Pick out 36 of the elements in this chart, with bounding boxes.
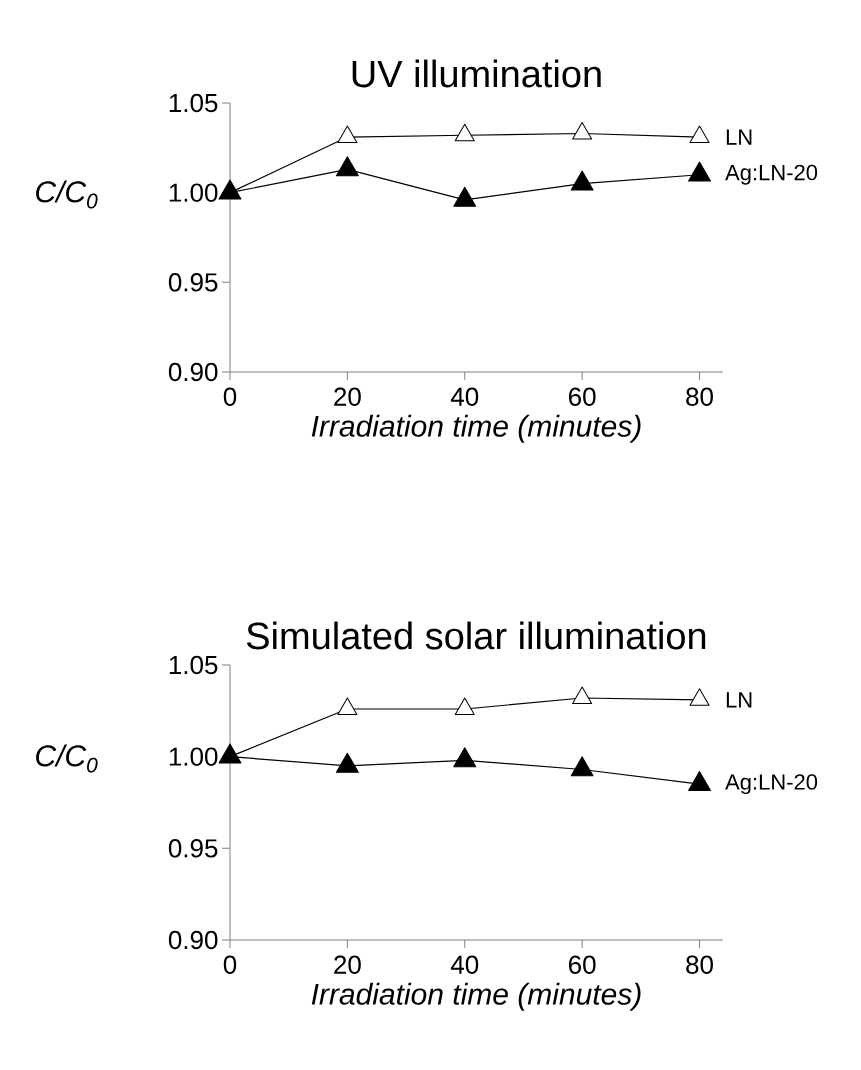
x-tick-label: 40 <box>450 955 479 974</box>
y-tick-label: 1.05 <box>169 655 218 675</box>
point <box>453 747 477 768</box>
y-tick-label: 0.90 <box>168 930 218 950</box>
point <box>570 756 594 777</box>
series-label: LN <box>726 692 752 708</box>
y-tick-label: 1.05 <box>169 93 218 113</box>
chart-title: UV illumination <box>352 59 601 88</box>
y-tick-label: 1.00 <box>169 747 218 766</box>
y-tick-label: 0.95 <box>168 273 218 292</box>
x-axis-title: Irradiation time (minutes) <box>311 982 641 1011</box>
x-tick-label: 20 <box>334 955 361 974</box>
y-tick-label: 0.95 <box>168 839 218 858</box>
point <box>688 771 711 791</box>
series-label: LN <box>726 129 752 145</box>
x-tick-label: 40 <box>450 387 479 406</box>
x-tick-label: 60 <box>568 955 596 974</box>
point <box>689 688 710 706</box>
point <box>454 697 475 715</box>
point <box>335 752 359 773</box>
x-axis-title: Irradiation time (minutes) <box>311 414 641 443</box>
x-tick-label: 20 <box>334 387 361 406</box>
point <box>337 697 358 715</box>
y-tick-label: 0.90 <box>168 362 218 382</box>
y-tick-label: 1.00 <box>169 183 218 202</box>
series-label: Ag:LN-20 <box>725 164 818 185</box>
x-tick-label: 80 <box>686 955 713 974</box>
x-tick-label: 0 <box>223 955 237 974</box>
y-axis-title: C/C$_{0}$ <box>36 180 98 209</box>
series-label: Ag:LN-20 <box>725 774 818 795</box>
x-tick-label: 60 <box>568 387 596 406</box>
y-axis-title: C/C$_{0}$ <box>36 744 98 773</box>
chart-title: Simulated solar illumination <box>246 621 706 650</box>
x-tick-label: 80 <box>686 387 713 406</box>
point <box>572 686 593 704</box>
x-tick-label: 0 <box>223 387 237 406</box>
